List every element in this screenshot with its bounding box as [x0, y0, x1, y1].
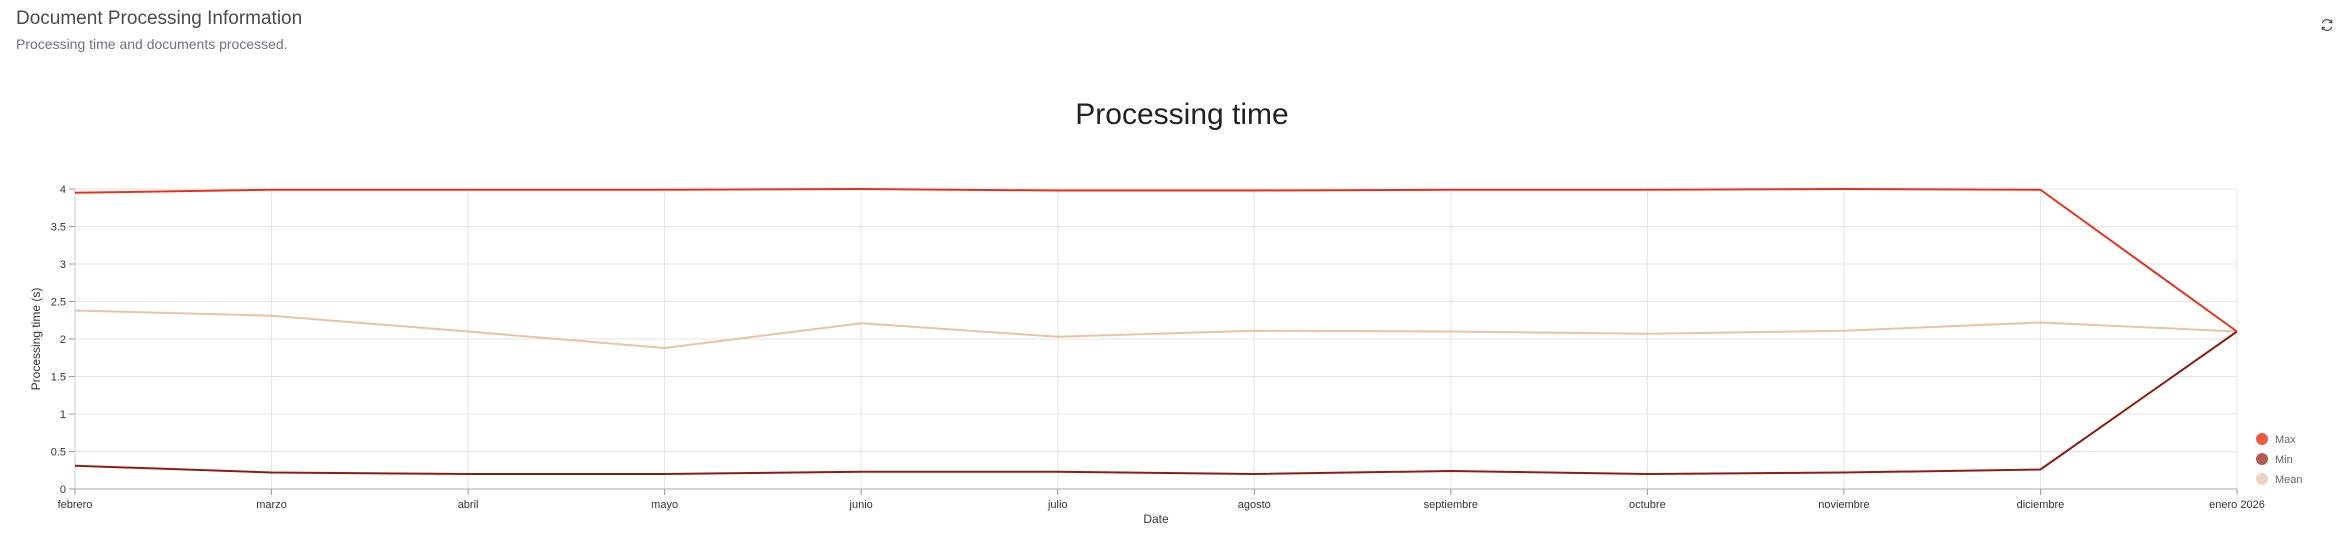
x-tick-label: julio: [1047, 499, 1068, 511]
refresh-icon: [2321, 19, 2333, 31]
series-line-max[interactable]: [74, 188, 2238, 333]
x-tick-label: febrero: [58, 499, 93, 511]
x-tick-label: mayo: [651, 499, 678, 511]
y-axis-title: Processing time (s): [29, 288, 43, 391]
legend-swatch-min[interactable]: [2256, 453, 2268, 465]
x-tick-label: enero 2026: [2209, 499, 2265, 511]
x-tick-label: septiembre: [1424, 499, 1478, 511]
y-tick-label: 4: [60, 184, 66, 196]
y-tick-label: 0.5: [51, 447, 66, 459]
series: [74, 188, 2238, 475]
series-line-min[interactable]: [74, 330, 2238, 475]
grid: [74, 188, 2238, 490]
page-title: Document Processing Information: [16, 8, 303, 29]
legend-swatch-mean[interactable]: [2256, 473, 2268, 485]
y-tick-label: 1.5: [51, 372, 66, 384]
legend-label-min[interactable]: Min: [2275, 454, 2293, 466]
y-tick-label: 2.5: [51, 297, 66, 309]
x-tick-label: diciembre: [2017, 499, 2065, 511]
x-tick-label: abril: [458, 499, 479, 511]
x-tick-label: agosto: [1238, 499, 1271, 511]
chart-title: Processing time: [1075, 98, 1288, 131]
legend-label-max[interactable]: Max: [2275, 434, 2296, 446]
series-line-mean[interactable]: [74, 309, 2238, 349]
page-subtitle: Processing time and documents processed.: [16, 36, 288, 52]
y-tick-label: 0: [60, 484, 66, 496]
legend: Max Min Mean: [2256, 433, 2303, 486]
y-tick-label: 3.5: [51, 222, 66, 234]
y-tick-label: 1: [60, 409, 66, 421]
axes: 0 0.5 1 1.5 2 2.5 3 3.5 4 febrero marzo abril mayo ju…: [51, 184, 2265, 511]
legend-label-mean[interactable]: Mean: [2275, 474, 2303, 486]
x-tick-label: octubre: [1629, 499, 1666, 511]
refresh-button[interactable]: [2318, 16, 2336, 34]
x-tick-label: marzo: [256, 499, 287, 511]
y-tick-label: 2: [60, 334, 66, 346]
legend-swatch-max[interactable]: [2256, 433, 2268, 445]
x-axis-title: Date: [1143, 512, 1169, 526]
y-tick-label: 3: [60, 259, 66, 271]
x-tick-label: noviembre: [1818, 499, 1869, 511]
x-tick-label: junio: [849, 499, 873, 511]
